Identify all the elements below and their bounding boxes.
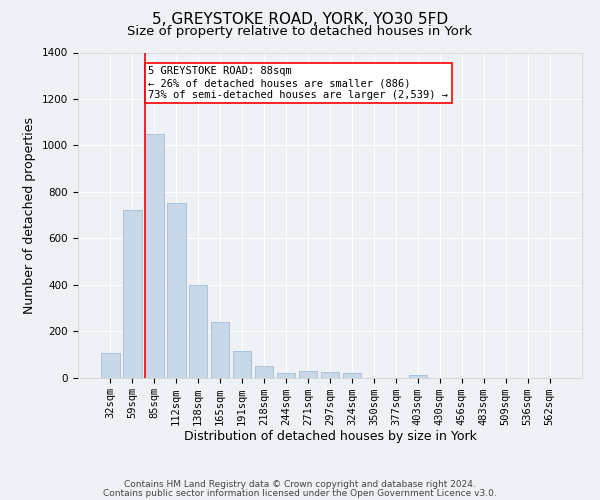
Bar [409, 375, 427, 378]
Bar [211, 322, 229, 378]
Bar [145, 134, 164, 378]
Text: Contains HM Land Registry data © Crown copyright and database right 2024.: Contains HM Land Registry data © Crown c… [124, 480, 476, 489]
Bar [101, 353, 119, 378]
Bar [233, 351, 251, 378]
Bar [277, 373, 295, 378]
Bar [167, 204, 185, 378]
Bar [299, 370, 317, 378]
Text: 5, GREYSTOKE ROAD, YORK, YO30 5FD: 5, GREYSTOKE ROAD, YORK, YO30 5FD [152, 12, 448, 28]
Y-axis label: Number of detached properties: Number of detached properties [23, 116, 37, 314]
Bar [123, 210, 142, 378]
Bar [255, 366, 274, 378]
Bar [189, 284, 208, 378]
X-axis label: Distribution of detached houses by size in York: Distribution of detached houses by size … [184, 430, 476, 444]
Text: 5 GREYSTOKE ROAD: 88sqm
← 26% of detached houses are smaller (886)
73% of semi-d: 5 GREYSTOKE ROAD: 88sqm ← 26% of detache… [148, 66, 448, 100]
Bar [343, 374, 361, 378]
Text: Size of property relative to detached houses in York: Size of property relative to detached ho… [127, 25, 473, 38]
Text: Contains public sector information licensed under the Open Government Licence v3: Contains public sector information licen… [103, 490, 497, 498]
Bar [320, 372, 340, 378]
